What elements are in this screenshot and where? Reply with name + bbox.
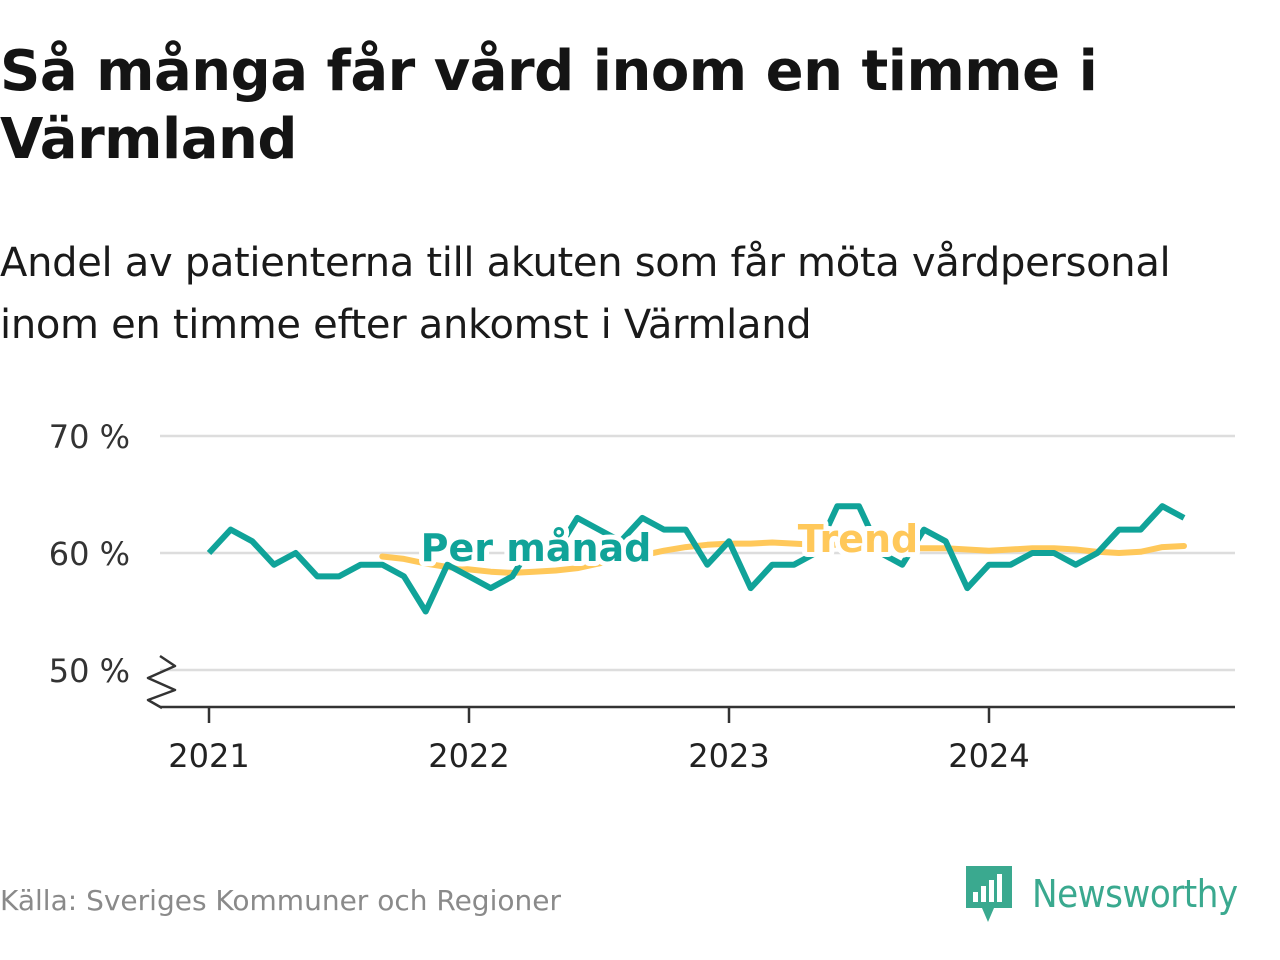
- y-tick-label: 60 %: [49, 535, 130, 573]
- y-tick-label: 50 %: [49, 652, 130, 690]
- chart-title: Så många får vård inom en timme i Värmla…: [0, 39, 1098, 172]
- series-label-per-manad: Per månad: [421, 526, 652, 570]
- series: [206, 503, 1187, 615]
- brand-name: Newsworthy: [1032, 872, 1238, 916]
- x-tick-label: 2023: [688, 737, 769, 775]
- x-tick-label: 2024: [948, 737, 1029, 775]
- source-note: Källa: Sveriges Kommuner och Regioner: [0, 884, 561, 917]
- chart-subtitle: Andel av patienterna till akuten som får…: [0, 240, 1171, 348]
- series-label-trend: Trend: [798, 517, 919, 561]
- axes: 50 % 60 % 70 % 2021 2022 2023 2024: [49, 418, 1235, 775]
- x-tick-label: 2022: [428, 737, 509, 775]
- series-line-per-manad: [206, 503, 1186, 615]
- brand-logo: Newsworthy: [964, 862, 1238, 926]
- series-labels: Per månad Trend: [416, 512, 924, 575]
- axis-break-icon: [146, 654, 177, 710]
- y-tick-label: 70 %: [49, 418, 130, 456]
- x-tick-label: 2021: [168, 737, 249, 775]
- newsworthy-logo-icon: [966, 866, 1012, 922]
